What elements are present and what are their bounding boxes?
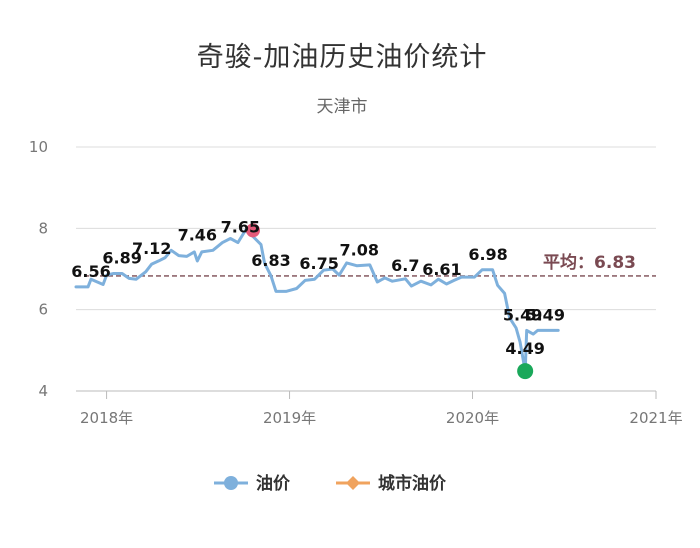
x-tick-label: 2018年 bbox=[80, 409, 133, 427]
data-label: 5.49 bbox=[503, 305, 542, 324]
data-label: 7.46 bbox=[178, 225, 217, 244]
average-label: 平均：6.83 bbox=[543, 252, 636, 273]
min-price-marker bbox=[517, 363, 534, 380]
data-label: 7.08 bbox=[339, 241, 378, 260]
min-price-label: 4.49 bbox=[505, 339, 544, 358]
y-tick-label: 6 bbox=[38, 301, 48, 319]
chart-title: 奇骏-加油历史油价统计 bbox=[197, 42, 488, 73]
y-tick-label: 8 bbox=[38, 219, 48, 237]
max-price-marker bbox=[245, 223, 260, 238]
oil-price-line bbox=[74, 228, 560, 373]
chart-subtitle: 天津市 bbox=[317, 97, 368, 117]
x-tick-label: 2021年 bbox=[629, 409, 682, 427]
axes: 2018年 2019年 2020年 2021年 bbox=[80, 391, 683, 427]
y-tick-label: 10 bbox=[29, 138, 48, 156]
series-group bbox=[74, 228, 560, 373]
data-label: 7.65 bbox=[221, 218, 260, 237]
data-label: 6.83 bbox=[251, 251, 290, 270]
data-label: 5.49 bbox=[525, 305, 564, 324]
data-label: 6.75 bbox=[299, 254, 338, 273]
average-line-group: 平均：6.83 bbox=[76, 252, 656, 277]
data-label: 6.61 bbox=[422, 260, 461, 279]
data-labels-group: 6.566.897.12 7.46 7.65 6.83 6.757.08 6.7 6.61 6… bbox=[71, 218, 565, 359]
diamond-icon bbox=[346, 476, 360, 490]
legend-label: 城市油价 bbox=[378, 473, 447, 494]
grid: 4 6 8 10 bbox=[29, 138, 656, 400]
legend[interactable]: 油价 城市油价 bbox=[214, 473, 447, 494]
data-label: 6.56 bbox=[71, 262, 110, 281]
x-tick-label: 2020年 bbox=[446, 409, 499, 427]
data-label: 6.89 bbox=[102, 248, 141, 267]
markers-group bbox=[245, 223, 534, 380]
y-tick-label: 4 bbox=[38, 382, 48, 400]
data-label: 6.98 bbox=[468, 245, 507, 264]
data-label: 7.12 bbox=[132, 239, 171, 258]
x-tick-label: 2019年 bbox=[263, 409, 316, 427]
legend-item[interactable]: 油价 bbox=[214, 473, 291, 494]
circle-icon bbox=[224, 476, 238, 490]
legend-item[interactable]: 城市油价 bbox=[336, 473, 447, 494]
legend-label: 油价 bbox=[256, 473, 291, 494]
data-label: 6.7 bbox=[391, 256, 419, 275]
